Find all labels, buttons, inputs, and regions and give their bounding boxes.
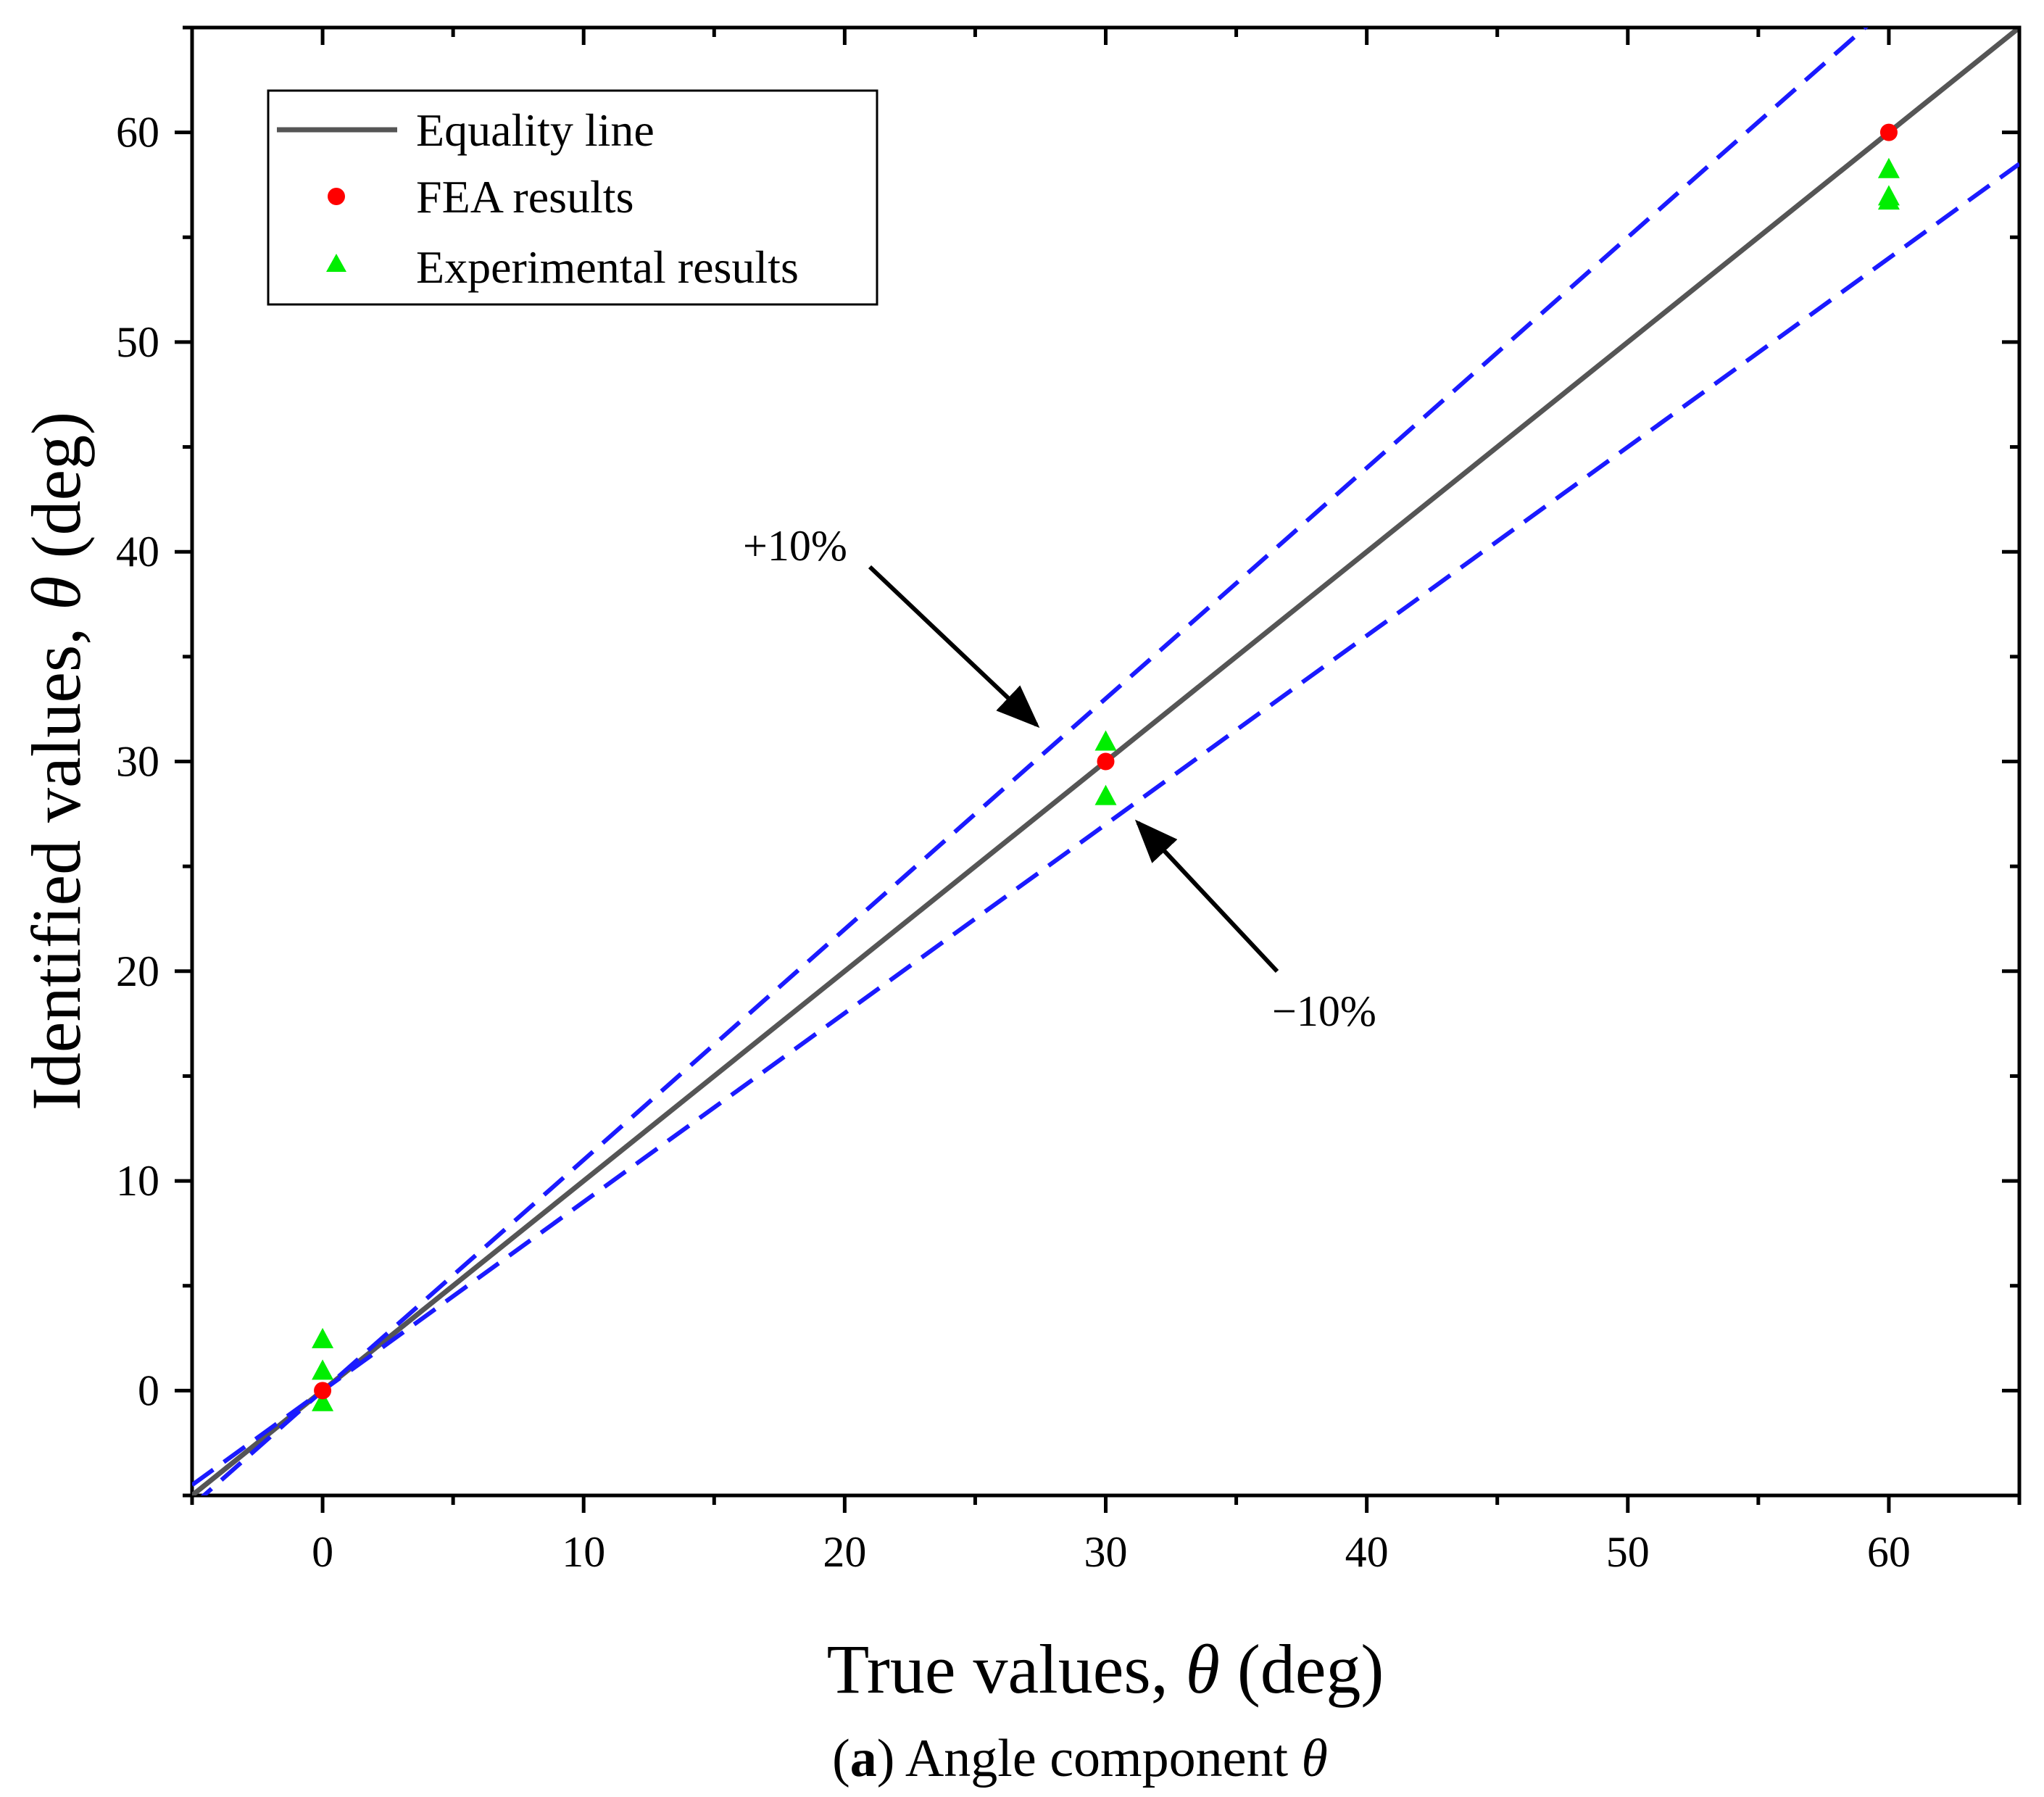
annotation-minus-10-label: −10% [1272,987,1376,1035]
x-tick-label: 10 [562,1528,605,1576]
experimental-point [1877,157,1900,178]
x-axis-title: True values, θ (deg) [827,1630,1384,1708]
annotation-plus-10: +10% [743,522,1040,729]
minus-10-percent-line [192,162,2019,1487]
experimental-point [312,1359,334,1380]
x-tick-label: 30 [1084,1528,1128,1576]
experimental-point [1877,189,1900,210]
caption-label: a [850,1729,877,1788]
fea-point [1879,123,1898,141]
legend-swatch-fea-results [328,188,345,205]
experimental-point [312,1327,334,1348]
experimental-point [312,1390,334,1411]
y-tick-label: 50 [116,318,159,366]
experimental-point [1094,784,1117,805]
y-axis-title-symbol: θ [17,576,95,610]
plus-10-percent-line [200,28,1869,1495]
annotation-minus-10: −10% [1134,819,1376,1035]
annotation-plus-10-label: +10% [743,522,847,570]
y-tick-label: 40 [116,528,159,576]
y-tick-label: 20 [116,947,159,995]
x-axis-title-prefix: True values, [827,1630,1186,1708]
y-axis-title-prefix: Identified values, [17,610,95,1111]
legend-label-equality-line: Equality line [416,104,655,156]
x-tick-label: 50 [1606,1528,1650,1576]
annotation-minus-10-arrow [1134,819,1279,974]
legend-label-fea-results: FEA results [416,171,633,223]
annotation-plus-10-arrow [868,565,1040,729]
fea-point [314,1382,332,1400]
x-tick-label: 60 [1867,1528,1911,1576]
y-tick-label: 0 [138,1366,159,1414]
y-axis-title-suffix: (deg) [17,412,95,576]
y-tick-label: 30 [116,738,159,786]
y-tick-label: 60 [116,109,159,157]
x-tick-label: 0 [312,1528,333,1576]
legend: Equality line FEA results Experimental r… [267,89,878,306]
ticks-layer: 0 10 20 30 40 50 60 0 10 20 30 40 50 60 [116,25,2022,1576]
x-tick-label: 20 [823,1528,866,1576]
legend-swatch-experimental-results [326,254,346,272]
x-tick-label: 40 [1345,1528,1389,1576]
caption-symbol: θ [1302,1729,1328,1788]
caption-text: Angle component [894,1729,1301,1788]
y-axis-title: Identified values, θ (deg) [17,412,95,1111]
figure-caption: (a) Angle component θ [832,1729,1328,1788]
legend-label-experimental-results: Experimental results [416,241,799,293]
experimental-point [1094,730,1117,751]
fea-point [1097,752,1115,771]
y-tick-label: 10 [116,1157,159,1205]
points-layer [312,123,1900,1411]
legend-box [267,89,878,306]
x-axis-title-symbol: θ [1186,1630,1220,1708]
x-axis-title-suffix: (deg) [1220,1630,1384,1708]
